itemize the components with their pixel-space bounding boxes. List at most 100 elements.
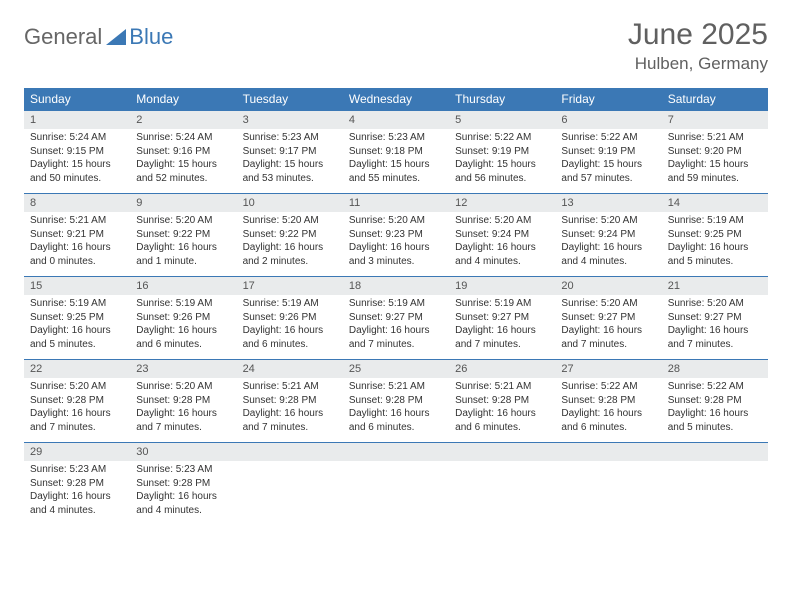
daylight-line: Daylight: 16 hours and 4 minutes. bbox=[455, 241, 549, 268]
sunrise-line: Sunrise: 5:20 AM bbox=[561, 214, 655, 228]
day-number: 21 bbox=[662, 277, 768, 295]
day-cell: Sunrise: 5:21 AMSunset: 9:28 PMDaylight:… bbox=[343, 378, 449, 442]
daylight-line: Daylight: 16 hours and 2 minutes. bbox=[243, 241, 337, 268]
day-cell: Sunrise: 5:20 AMSunset: 9:23 PMDaylight:… bbox=[343, 212, 449, 276]
day-cell bbox=[343, 461, 449, 525]
day-cell: Sunrise: 5:20 AMSunset: 9:24 PMDaylight:… bbox=[555, 212, 661, 276]
detail-row: Sunrise: 5:21 AMSunset: 9:21 PMDaylight:… bbox=[24, 212, 768, 276]
daylight-line: Daylight: 16 hours and 5 minutes. bbox=[668, 407, 762, 434]
daynum-row: 1234567 bbox=[24, 110, 768, 129]
daylight-line: Daylight: 15 hours and 59 minutes. bbox=[668, 158, 762, 185]
daylight-line: Daylight: 15 hours and 56 minutes. bbox=[455, 158, 549, 185]
daylight-line: Daylight: 16 hours and 4 minutes. bbox=[561, 241, 655, 268]
sunrise-line: Sunrise: 5:23 AM bbox=[243, 131, 337, 145]
daylight-line: Daylight: 15 hours and 52 minutes. bbox=[136, 158, 230, 185]
dayhead-thu: Thursday bbox=[449, 88, 555, 110]
sunset-line: Sunset: 9:27 PM bbox=[349, 311, 443, 325]
calendar: Sunday Monday Tuesday Wednesday Thursday… bbox=[24, 88, 768, 525]
day-cell: Sunrise: 5:19 AMSunset: 9:25 PMDaylight:… bbox=[24, 295, 130, 359]
day-number: 4 bbox=[343, 111, 449, 129]
daylight-line: Daylight: 15 hours and 55 minutes. bbox=[349, 158, 443, 185]
daylight-line: Daylight: 16 hours and 7 minutes. bbox=[668, 324, 762, 351]
sunset-line: Sunset: 9:28 PM bbox=[30, 394, 124, 408]
sunset-line: Sunset: 9:28 PM bbox=[455, 394, 549, 408]
sunrise-line: Sunrise: 5:20 AM bbox=[349, 214, 443, 228]
daylight-line: Daylight: 16 hours and 6 minutes. bbox=[455, 407, 549, 434]
daylight-line: Daylight: 16 hours and 7 minutes. bbox=[561, 324, 655, 351]
day-number: 7 bbox=[662, 111, 768, 129]
day-cell: Sunrise: 5:21 AMSunset: 9:21 PMDaylight:… bbox=[24, 212, 130, 276]
daylight-line: Daylight: 16 hours and 6 minutes. bbox=[243, 324, 337, 351]
day-cell: Sunrise: 5:20 AMSunset: 9:28 PMDaylight:… bbox=[130, 378, 236, 442]
day-number: 29 bbox=[24, 443, 130, 461]
day-number: 3 bbox=[237, 111, 343, 129]
daylight-line: Daylight: 15 hours and 50 minutes. bbox=[30, 158, 124, 185]
sunrise-line: Sunrise: 5:20 AM bbox=[455, 214, 549, 228]
detail-row: Sunrise: 5:23 AMSunset: 9:28 PMDaylight:… bbox=[24, 461, 768, 525]
daynum-row: 2930 bbox=[24, 442, 768, 461]
day-number bbox=[662, 443, 768, 461]
sunset-line: Sunset: 9:28 PM bbox=[561, 394, 655, 408]
daylight-line: Daylight: 16 hours and 4 minutes. bbox=[136, 490, 230, 517]
location-title: Hulben, Germany bbox=[628, 54, 768, 74]
daylight-line: Daylight: 16 hours and 7 minutes. bbox=[136, 407, 230, 434]
daylight-line: Daylight: 16 hours and 7 minutes. bbox=[455, 324, 549, 351]
daylight-line: Daylight: 16 hours and 7 minutes. bbox=[243, 407, 337, 434]
logo-triangle-icon bbox=[106, 29, 126, 45]
sunset-line: Sunset: 9:27 PM bbox=[455, 311, 549, 325]
day-cell: Sunrise: 5:20 AMSunset: 9:28 PMDaylight:… bbox=[24, 378, 130, 442]
sunrise-line: Sunrise: 5:24 AM bbox=[136, 131, 230, 145]
day-number: 9 bbox=[130, 194, 236, 212]
day-number: 8 bbox=[24, 194, 130, 212]
day-number: 16 bbox=[130, 277, 236, 295]
dayhead-tue: Tuesday bbox=[237, 88, 343, 110]
daylight-line: Daylight: 15 hours and 53 minutes. bbox=[243, 158, 337, 185]
day-number: 26 bbox=[449, 360, 555, 378]
daynum-row: 22232425262728 bbox=[24, 359, 768, 378]
day-number: 27 bbox=[555, 360, 661, 378]
sunrise-line: Sunrise: 5:20 AM bbox=[30, 380, 124, 394]
day-number: 13 bbox=[555, 194, 661, 212]
day-number bbox=[449, 443, 555, 461]
daylight-line: Daylight: 15 hours and 57 minutes. bbox=[561, 158, 655, 185]
sunrise-line: Sunrise: 5:19 AM bbox=[455, 297, 549, 311]
day-cell: Sunrise: 5:20 AMSunset: 9:22 PMDaylight:… bbox=[130, 212, 236, 276]
day-cell: Sunrise: 5:22 AMSunset: 9:28 PMDaylight:… bbox=[662, 378, 768, 442]
sunset-line: Sunset: 9:20 PM bbox=[668, 145, 762, 159]
sunrise-line: Sunrise: 5:23 AM bbox=[349, 131, 443, 145]
daynum-row: 15161718192021 bbox=[24, 276, 768, 295]
logo: General Blue bbox=[24, 24, 173, 50]
dayhead-fri: Friday bbox=[555, 88, 661, 110]
sunrise-line: Sunrise: 5:19 AM bbox=[349, 297, 443, 311]
day-number: 14 bbox=[662, 194, 768, 212]
day-cell: Sunrise: 5:21 AMSunset: 9:28 PMDaylight:… bbox=[449, 378, 555, 442]
day-number: 20 bbox=[555, 277, 661, 295]
sunset-line: Sunset: 9:24 PM bbox=[561, 228, 655, 242]
sunset-line: Sunset: 9:15 PM bbox=[30, 145, 124, 159]
sunset-line: Sunset: 9:21 PM bbox=[30, 228, 124, 242]
daylight-line: Daylight: 16 hours and 6 minutes. bbox=[136, 324, 230, 351]
dayhead-sun: Sunday bbox=[24, 88, 130, 110]
sunrise-line: Sunrise: 5:21 AM bbox=[243, 380, 337, 394]
sunrise-line: Sunrise: 5:21 AM bbox=[455, 380, 549, 394]
day-number: 6 bbox=[555, 111, 661, 129]
day-cell: Sunrise: 5:22 AMSunset: 9:19 PMDaylight:… bbox=[449, 129, 555, 193]
logo-text-blue: Blue bbox=[129, 24, 173, 50]
sunrise-line: Sunrise: 5:21 AM bbox=[668, 131, 762, 145]
day-number: 19 bbox=[449, 277, 555, 295]
sunrise-line: Sunrise: 5:20 AM bbox=[136, 214, 230, 228]
sunset-line: Sunset: 9:18 PM bbox=[349, 145, 443, 159]
daylight-line: Daylight: 16 hours and 6 minutes. bbox=[561, 407, 655, 434]
detail-row: Sunrise: 5:19 AMSunset: 9:25 PMDaylight:… bbox=[24, 295, 768, 359]
day-number bbox=[555, 443, 661, 461]
day-number: 10 bbox=[237, 194, 343, 212]
sunset-line: Sunset: 9:22 PM bbox=[243, 228, 337, 242]
day-cell bbox=[662, 461, 768, 525]
sunset-line: Sunset: 9:16 PM bbox=[136, 145, 230, 159]
detail-row: Sunrise: 5:24 AMSunset: 9:15 PMDaylight:… bbox=[24, 129, 768, 193]
day-cell: Sunrise: 5:24 AMSunset: 9:15 PMDaylight:… bbox=[24, 129, 130, 193]
daylight-line: Daylight: 16 hours and 6 minutes. bbox=[349, 407, 443, 434]
daylight-line: Daylight: 16 hours and 5 minutes. bbox=[668, 241, 762, 268]
dayhead-sat: Saturday bbox=[662, 88, 768, 110]
day-number: 18 bbox=[343, 277, 449, 295]
